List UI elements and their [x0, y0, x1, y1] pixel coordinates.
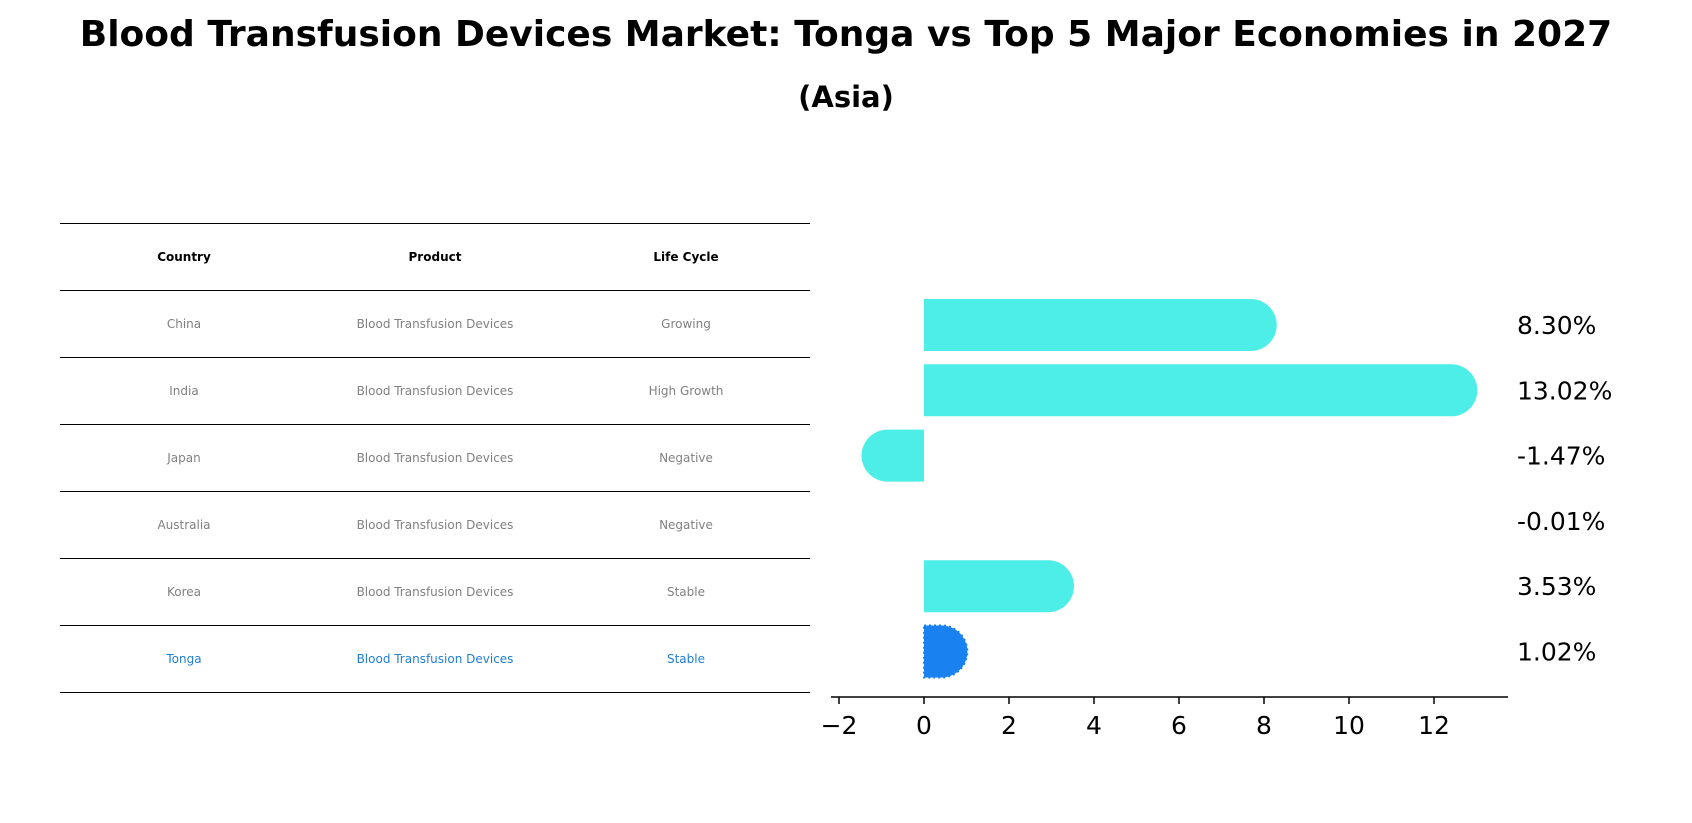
- x-tick-label: 4: [1086, 711, 1102, 740]
- table-row: India Blood Transfusion Devices High Gro…: [60, 357, 810, 424]
- table-row-highlighted: Tonga Blood Transfusion Devices Stable: [60, 625, 810, 693]
- bar-tonga: [923, 624, 969, 679]
- cell-country: Tonga: [166, 652, 202, 666]
- x-tick-label: −2: [821, 711, 858, 740]
- chart-subtitle: (Asia): [798, 80, 894, 114]
- value-label-india: 13.02%: [1517, 376, 1612, 405]
- x-tick-label: 2: [1001, 711, 1017, 740]
- cell-life-cycle: Growing: [661, 317, 711, 331]
- bar-group: [861, 299, 1478, 679]
- table-row: Japan Blood Transfusion Devices Negative: [60, 424, 810, 491]
- bar-japan: [861, 429, 924, 482]
- x-tick-label: 8: [1256, 711, 1272, 740]
- value-label-korea: 3.53%: [1517, 572, 1596, 601]
- value-label-china: 8.30%: [1517, 311, 1596, 340]
- table-row: Australia Blood Transfusion Devices Nega…: [60, 491, 810, 558]
- cell-country: China: [166, 317, 202, 331]
- table-row: China Blood Transfusion Devices Growing: [60, 290, 810, 357]
- table-row: Korea Blood Transfusion Devices Stable: [60, 558, 810, 625]
- x-tick-label: 6: [1171, 711, 1187, 740]
- cell-product: Blood Transfusion Devices: [356, 585, 514, 599]
- x-tick-label: 0: [916, 711, 932, 740]
- cell-life-cycle: Stable: [666, 652, 705, 666]
- cell-product: Blood Transfusion Devices: [356, 317, 514, 331]
- value-label-japan: -1.47%: [1517, 442, 1605, 471]
- value-label-australia: -0.01%: [1517, 507, 1605, 536]
- cell-life-cycle: Negative: [659, 518, 713, 532]
- cell-product: Blood Transfusion Devices: [356, 652, 514, 666]
- header-product: Product: [408, 250, 462, 264]
- cell-life-cycle: Negative: [659, 451, 713, 465]
- bar-india: [924, 364, 1478, 417]
- cell-country: Australia: [157, 518, 211, 532]
- x-axis: −2 0 2 4 6 8 10 12: [821, 696, 1508, 740]
- cell-product: Blood Transfusion Devices: [356, 451, 514, 465]
- cell-country: Japan: [167, 451, 201, 465]
- header-life-cycle: Life Cycle: [653, 250, 719, 264]
- cell-country: India: [169, 384, 199, 398]
- x-tick-label: 12: [1418, 711, 1450, 740]
- table-header-row: Country Product Life Cycle: [60, 223, 810, 290]
- cell-life-cycle: High Growth: [648, 384, 724, 398]
- chart-title: Blood Transfusion Devices Market: Tonga …: [79, 14, 1613, 55]
- bar-china: [924, 299, 1277, 351]
- x-tick-label: 10: [1333, 711, 1365, 740]
- value-label-group: 8.30% 13.02% -1.47% -0.01% 3.53% 1.02%: [1517, 311, 1612, 667]
- data-table: Country Product Life Cycle China Blood T…: [60, 223, 810, 693]
- cell-product: Blood Transfusion Devices: [356, 518, 514, 532]
- cell-life-cycle: Stable: [666, 585, 705, 599]
- bar-korea: [924, 560, 1075, 613]
- cell-country: Korea: [166, 585, 202, 599]
- value-label-tonga: 1.02%: [1517, 638, 1596, 667]
- header-country: Country: [157, 250, 211, 264]
- cell-product: Blood Transfusion Devices: [356, 384, 514, 398]
